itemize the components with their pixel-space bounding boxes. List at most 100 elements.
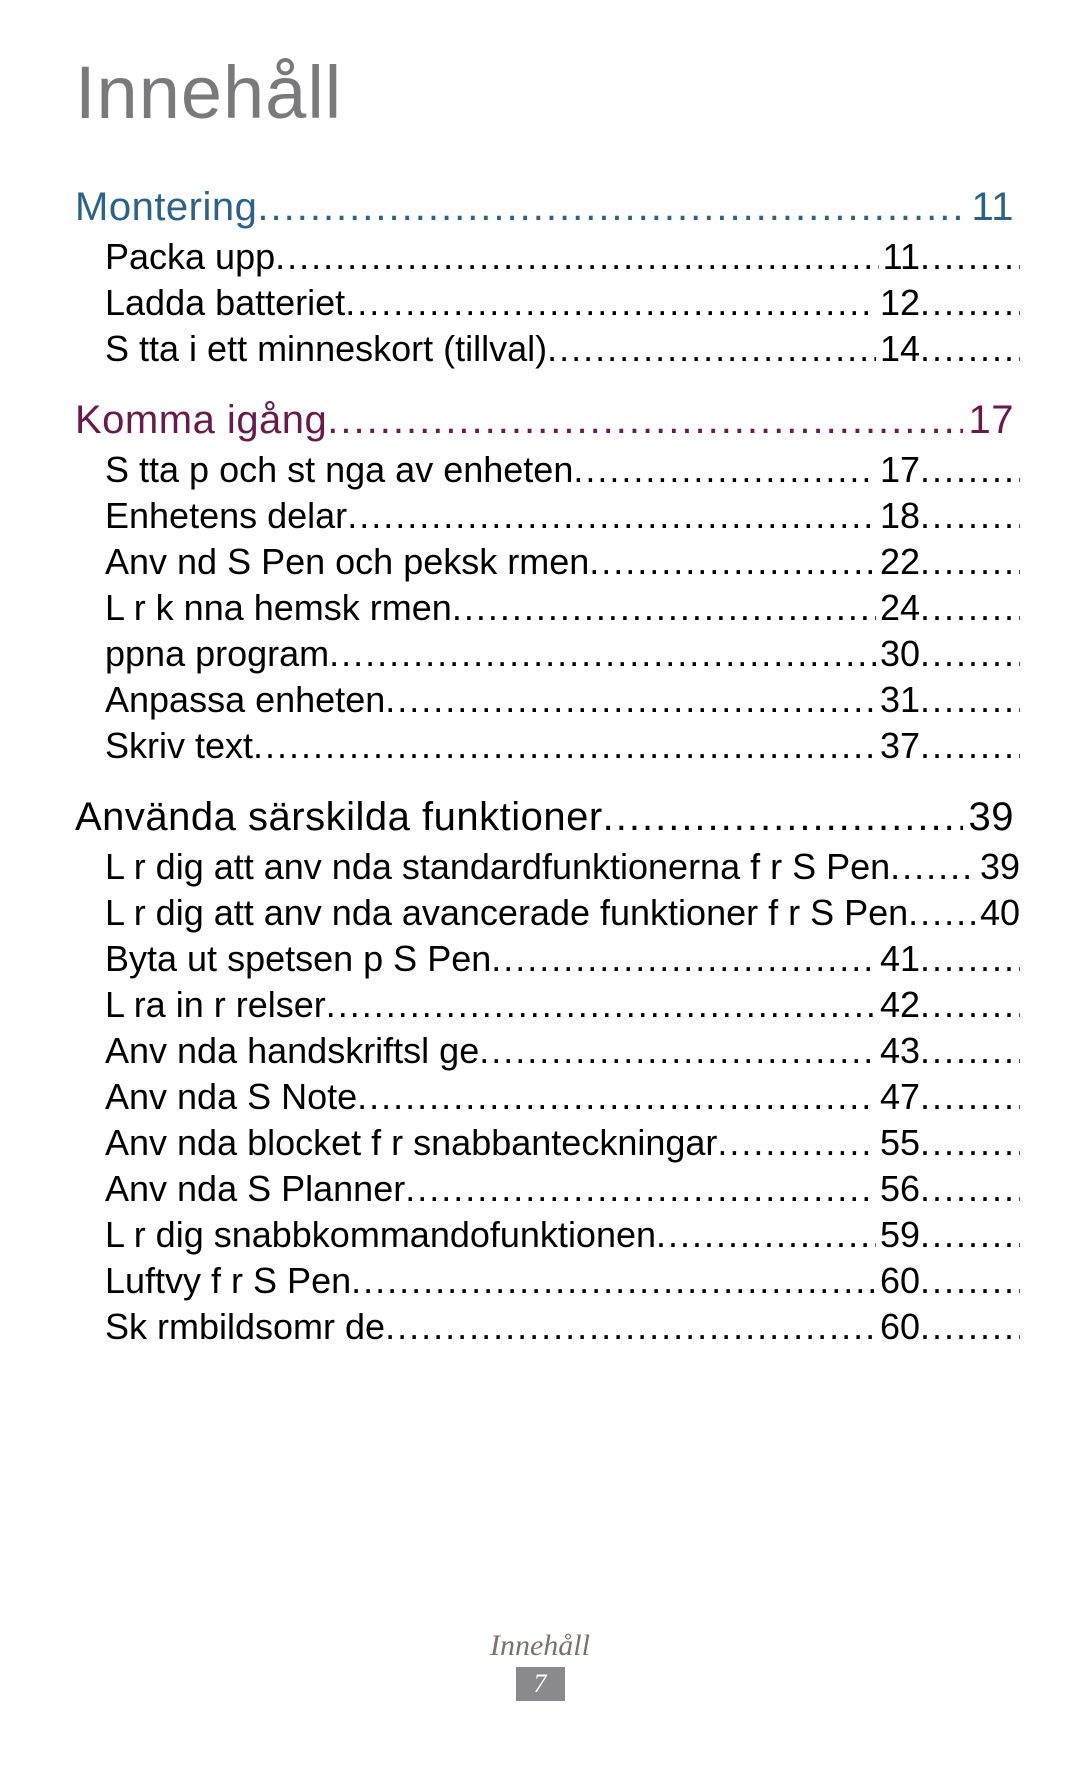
toc-item-label: Anv nda handskriftsl ge: [105, 1030, 479, 1072]
toc-section-row[interactable]: Använda särskilda funktioner ...........…: [75, 795, 1020, 840]
toc-item-page: 42: [876, 984, 920, 1026]
toc-item-row[interactable]: S tta i ett minneskort (tillval)........…: [105, 328, 1020, 370]
toc-item-page: 56: [876, 1168, 920, 1210]
toc-section-row[interactable]: Montering ..............................…: [75, 185, 1020, 230]
toc-item-label: Sk rmbildsomr de: [105, 1306, 385, 1348]
toc-trailing-dots: ........................................…: [920, 1122, 1020, 1164]
toc-item-label: L r k nna hemsk rmen: [105, 587, 452, 629]
toc-leader-dots: ........................................…: [385, 1306, 876, 1348]
toc-item-page: 55: [876, 1122, 920, 1164]
toc-item-row[interactable]: Anv nda handskriftsl ge.................…: [105, 1030, 1020, 1072]
toc-item-label: ppna program: [105, 633, 329, 675]
toc-section-title: Komma igång: [75, 398, 327, 443]
toc-item-label: Anv nda S Note: [105, 1076, 357, 1118]
toc-leader-dots: ........................................…: [479, 1030, 876, 1072]
toc-item-row[interactable]: S tta p och st nga av enheten...........…: [105, 449, 1020, 491]
toc-section-page: 39: [963, 795, 1021, 840]
toc-trailing-dots: ........................................…: [920, 541, 1020, 583]
toc-leader-dots: ........................................…: [257, 185, 965, 230]
toc-item-row[interactable]: Anv nda blocket f r snabbanteckningar...…: [105, 1122, 1020, 1164]
footer-label: Innehåll: [0, 1629, 1080, 1663]
toc-section-page: 11: [965, 185, 1020, 230]
toc-trailing-dots: ........................................…: [920, 449, 1020, 491]
toc-leader-dots: ........................................…: [573, 449, 876, 491]
toc-item-page: 59: [876, 1214, 920, 1256]
toc-item-row[interactable]: Byta ut spetsen p S Pen.................…: [105, 938, 1020, 980]
toc-item-row[interactable]: Sk rmbildsomr de........................…: [105, 1306, 1020, 1348]
toc-item-page: 17: [876, 449, 920, 491]
page-container: Innehåll Montering .....................…: [0, 0, 1080, 1771]
toc-trailing-dots: ........................................…: [920, 633, 1020, 675]
toc-item-label: S tta p och st nga av enheten: [105, 449, 573, 491]
toc-item-label: L r dig att anv nda avancerade funktione…: [105, 892, 908, 934]
toc-item-row[interactable]: L r dig snabbkommandofunktionen.........…: [105, 1214, 1020, 1256]
toc-item-row[interactable]: Luftvy f r S Pen........................…: [105, 1260, 1020, 1302]
toc-item-row[interactable]: Enhetens delar..........................…: [105, 495, 1020, 537]
toc-item-page: 47: [876, 1076, 920, 1118]
toc-trailing-dots: ........................................…: [920, 282, 1020, 324]
toc-item-label: Ladda batteriet: [105, 282, 345, 324]
toc-trailing-dots: ........................................…: [920, 1076, 1020, 1118]
toc-item-page: 24: [876, 587, 920, 629]
toc-item-row[interactable]: Anv nda S Note..........................…: [105, 1076, 1020, 1118]
toc-section-row[interactable]: Komma igång ............................…: [75, 398, 1020, 443]
toc-item-row[interactable]: Anv nd S Pen och peksk rmen.............…: [105, 541, 1020, 583]
toc-item-label: Anv nd S Pen och peksk rmen: [105, 541, 589, 583]
toc-item-row[interactable]: Skriv text..............................…: [105, 725, 1020, 767]
toc-leader-dots: ........................................…: [589, 541, 876, 583]
toc-item-row[interactable]: ppna program............................…: [105, 633, 1020, 675]
toc-item-page: 39: [976, 846, 1020, 888]
page-footer: Innehåll 7: [0, 1629, 1080, 1701]
toc-leader-dots: ........................................…: [357, 1076, 876, 1118]
toc-leader-dots: ........................................…: [327, 398, 962, 443]
toc-item-page: 37: [876, 725, 920, 767]
toc-trailing-dots: ........................................…: [920, 495, 1020, 537]
toc-leader-dots: ........................................…: [347, 495, 876, 537]
toc-item-page: 22: [876, 541, 920, 583]
toc-trailing-dots: ........................................…: [920, 236, 1020, 278]
toc-leader-dots: ........................................…: [326, 984, 876, 1026]
toc-item-label: Packa upp: [105, 236, 275, 278]
toc-item-label: Enhetens delar: [105, 495, 347, 537]
footer-page-badge: 7: [516, 1667, 565, 1701]
toc-item-page: 40: [976, 892, 1020, 934]
toc-leader-dots: ........................................…: [603, 795, 963, 840]
toc-leader-dots: ........................................…: [656, 1214, 876, 1256]
toc-section-title: Använda särskilda funktioner: [75, 795, 603, 840]
toc-trailing-dots: ........................................…: [920, 679, 1020, 721]
toc-item-row[interactable]: Anpassa enheten.........................…: [105, 679, 1020, 721]
toc-body: Montering ..............................…: [75, 185, 1020, 1348]
toc-item-page: 31: [876, 679, 920, 721]
toc-trailing-dots: ........................................…: [920, 984, 1020, 1026]
toc-trailing-dots: ........................................…: [920, 1260, 1020, 1302]
toc-item-label: L ra in r relser: [105, 984, 326, 1026]
toc-trailing-dots: ........................................…: [920, 1306, 1020, 1348]
toc-item-row[interactable]: Packa upp...............................…: [105, 236, 1020, 278]
toc-item-page: 30: [876, 633, 920, 675]
toc-leader-dots: ........................................…: [351, 1260, 876, 1302]
page-title: Innehåll: [75, 50, 1020, 135]
toc-item-row[interactable]: L r dig att anv nda avancerade funktione…: [105, 892, 1020, 934]
toc-item-row[interactable]: L r dig att anv nda standardfunktionerna…: [105, 846, 1020, 888]
toc-item-row[interactable]: L ra in r relser........................…: [105, 984, 1020, 1026]
toc-leader-dots: ........................................…: [452, 587, 876, 629]
toc-item-page: 14: [876, 328, 920, 370]
toc-leader-dots: ........................................…: [405, 1168, 876, 1210]
toc-trailing-dots: ........................................…: [920, 1214, 1020, 1256]
toc-leader-dots: ........................................…: [717, 1122, 876, 1164]
toc-item-row[interactable]: L r k nna hemsk rmen....................…: [105, 587, 1020, 629]
toc-item-label: L r dig snabbkommandofunktionen: [105, 1214, 656, 1256]
toc-trailing-dots: ........................................…: [920, 587, 1020, 629]
toc-section-page: 17: [963, 398, 1021, 443]
toc-trailing-dots: ........................................…: [920, 725, 1020, 767]
toc-item-page: 41: [876, 938, 920, 980]
toc-item-label: Byta ut spetsen p S Pen: [105, 938, 491, 980]
toc-item-page: 60: [876, 1260, 920, 1302]
toc-trailing-dots: ........................................…: [920, 1030, 1020, 1072]
toc-item-label: Skriv text: [105, 725, 253, 767]
toc-leader-dots: ........................................…: [890, 846, 976, 888]
toc-item-row[interactable]: Ladda batteriet.........................…: [105, 282, 1020, 324]
toc-item-label: L r dig att anv nda standardfunktionerna…: [105, 846, 890, 888]
toc-item-row[interactable]: Anv nda S Planner.......................…: [105, 1168, 1020, 1210]
toc-item-label: S tta i ett minneskort (tillval): [105, 328, 547, 370]
